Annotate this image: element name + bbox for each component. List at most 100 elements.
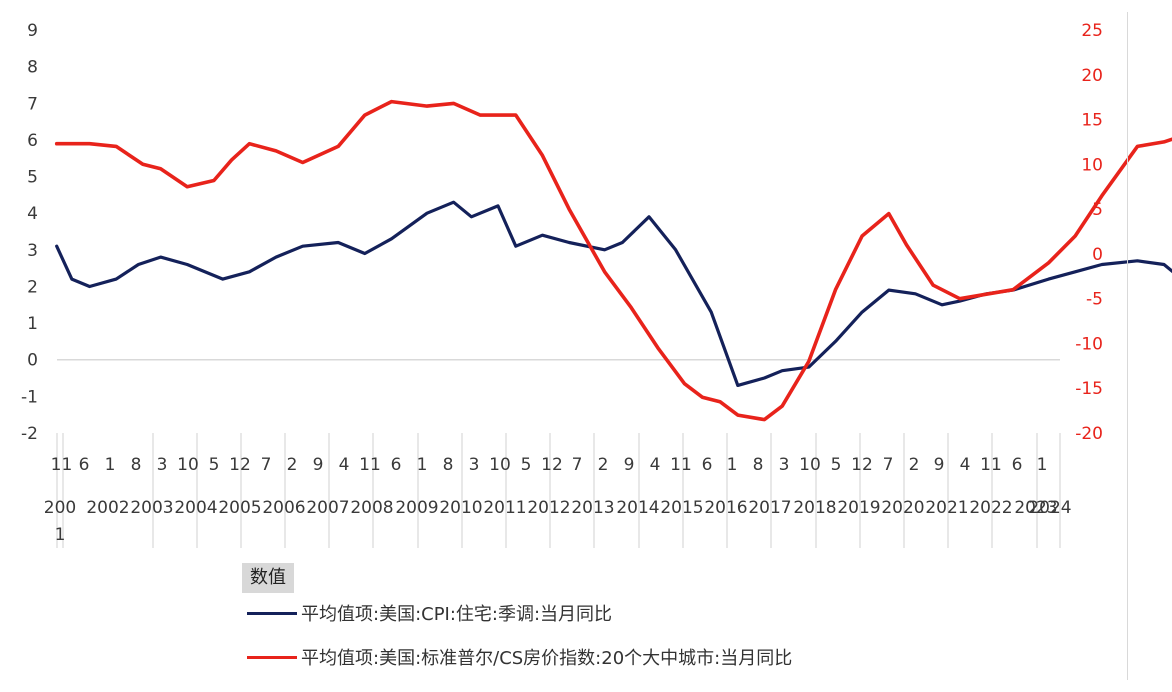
x-year-label: 2019: [837, 498, 880, 518]
x-year-label: 2006: [262, 498, 305, 518]
x-month-label: 8: [753, 455, 764, 475]
x-month-label: 10: [489, 455, 511, 475]
x-month-label: 11: [51, 455, 73, 475]
x-year-label: 2011: [483, 498, 526, 518]
x-year-label: 2002: [86, 498, 129, 518]
x-year-label: 2012: [527, 498, 570, 518]
legend-title: 数值: [242, 563, 294, 593]
x-axis-gridlines: [56, 433, 1061, 548]
x-month-label: 2: [287, 455, 298, 475]
legend-line-cpi-housing: [247, 611, 297, 615]
plot-right-border: [1127, 12, 1128, 680]
x-year-label: 2016: [704, 498, 747, 518]
left-tick-label: 8: [27, 58, 38, 78]
legend-label-cpi-housing: 平均值项:美国:CPI:住宅:季调:当月同比: [301, 604, 613, 625]
left-tick-label: 2: [27, 277, 38, 297]
x-month-label: 2: [598, 455, 609, 475]
series-lines: [54, 99, 1172, 422]
left-tick-label: 5: [27, 168, 38, 188]
x-month-label: 5: [209, 455, 220, 475]
x-month-label: 11: [359, 455, 381, 475]
left-tick-label: 4: [27, 204, 38, 224]
x-month-label: 10: [177, 455, 199, 475]
x-year-label: 2003: [130, 498, 173, 518]
left-tick-label: 3: [27, 241, 38, 261]
right-axis: 25 20 15 10 5 0 -5 -10 -15 -20: [1075, 21, 1103, 444]
x-month-label: 9: [313, 455, 324, 475]
x-month-label: 9: [934, 455, 945, 475]
x-year-label: 2022: [969, 498, 1012, 518]
x-year-label: 2008: [350, 498, 393, 518]
x-year-label: 2024: [1028, 498, 1071, 518]
x-month-label: 3: [469, 455, 480, 475]
x-month-label: 11: [980, 455, 1002, 475]
right-tick-label: 15: [1081, 111, 1103, 131]
x-year-label: 2017: [748, 498, 791, 518]
right-tick-label: 0: [1092, 245, 1103, 265]
x-month-label: 1: [105, 455, 116, 475]
left-tick-label: 1: [27, 314, 38, 334]
x-month-label: 5: [521, 455, 532, 475]
x-year-label: 2015: [660, 498, 703, 518]
x-year-label: 200: [44, 498, 76, 518]
x-axis-month-labels: 11 6 1 8 3 10 5 12 7 2 9 4 11 6 1 8 3 10 5 12 7 2 9 4 11 6 1 8 3 10 5 1…: [51, 455, 1048, 475]
right-tick-label: -20: [1075, 424, 1103, 444]
left-tick-label: 7: [27, 94, 38, 114]
legend-line-cs-home-price: [247, 655, 297, 659]
legend-label-cs-home-price: 平均值项:美国:标准普尔/CS房价指数:20个大中城市:当月同比: [301, 648, 793, 669]
x-year-label: 2009: [395, 498, 438, 518]
x-year-label-wrap: 1: [55, 525, 66, 545]
right-tick-label: 20: [1081, 66, 1103, 86]
x-month-label: 3: [779, 455, 790, 475]
x-month-label: 11: [670, 455, 692, 475]
x-month-label: 9: [624, 455, 635, 475]
x-month-label: 1: [727, 455, 738, 475]
series-line-cs-home-price: [54, 99, 1172, 422]
legend-item-cs-home-price: 平均值项:美国:标准普尔/CS房价指数:20个大中城市:当月同比: [247, 643, 792, 671]
x-month-label: 1: [1037, 455, 1048, 475]
right-tick-label: -5: [1086, 290, 1103, 310]
x-month-label: 10: [799, 455, 821, 475]
left-axis: 9 8 7 6 5 4 3 2 1 0 -1 -2: [21, 21, 38, 444]
left-tick-label: -2: [21, 424, 38, 444]
x-month-label: 7: [572, 455, 583, 475]
x-month-label: 5: [831, 455, 842, 475]
right-tick-label: -15: [1075, 379, 1103, 399]
x-year-label: 2021: [925, 498, 968, 518]
x-month-label: 1: [417, 455, 428, 475]
x-year-label: 2005: [218, 498, 261, 518]
x-month-label: 12: [229, 455, 251, 475]
x-year-label: 2020: [881, 498, 924, 518]
x-month-label: 12: [851, 455, 873, 475]
x-month-label: 2: [909, 455, 920, 475]
x-year-label: 2013: [571, 498, 614, 518]
x-month-label: 12: [541, 455, 563, 475]
left-tick-label: 9: [27, 21, 38, 41]
left-tick-label: -1: [21, 387, 38, 407]
x-month-label: 6: [391, 455, 402, 475]
series-line-cpi-housing: [55, 200, 1172, 387]
legend-item-cpi-housing: 平均值项:美国:CPI:住宅:季调:当月同比: [247, 599, 612, 627]
x-year-label: 2007: [306, 498, 349, 518]
x-month-label: 7: [261, 455, 272, 475]
x-year-label: 2023: [1014, 498, 1057, 518]
x-month-label: 7: [883, 455, 894, 475]
right-tick-label: 10: [1081, 155, 1103, 175]
x-axis-year-labels: 200 1 2002 2003 2004 2005 2006 2007 2008 2009 2010…: [44, 498, 1072, 545]
x-month-label: 3: [157, 455, 168, 475]
x-year-label: 2004: [174, 498, 217, 518]
left-tick-label: 6: [27, 131, 38, 151]
right-tick-label: 25: [1081, 21, 1103, 41]
x-year-label: 2010: [439, 498, 482, 518]
x-month-label: 4: [960, 455, 971, 475]
x-month-label: 8: [131, 455, 142, 475]
x-month-label: 6: [702, 455, 713, 475]
x-month-label: 6: [79, 455, 90, 475]
x-month-label: 6: [1012, 455, 1023, 475]
x-month-label: 4: [650, 455, 661, 475]
x-year-label: 2014: [616, 498, 659, 518]
right-tick-label: 5: [1092, 200, 1103, 220]
x-month-label: 4: [339, 455, 350, 475]
x-month-label: 8: [443, 455, 454, 475]
